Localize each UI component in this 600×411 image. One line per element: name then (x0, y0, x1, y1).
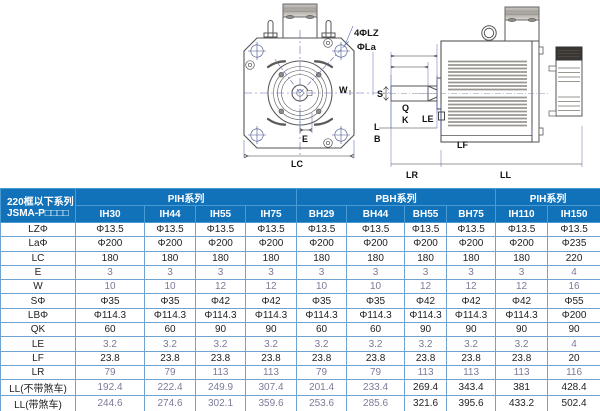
svg-text:LE: LE (422, 114, 434, 124)
svg-text:K: K (402, 115, 409, 125)
svg-text:ΦLa: ΦLa (357, 42, 377, 53)
svg-text:Q: Q (402, 103, 409, 113)
svg-text:W: W (339, 85, 348, 95)
svg-text:LR: LR (406, 170, 418, 180)
svg-text:L: L (374, 122, 380, 132)
svg-text:LF: LF (457, 140, 468, 150)
svg-text:B: B (374, 134, 381, 144)
svg-text:E: E (302, 134, 308, 144)
svg-text:LC: LC (291, 159, 303, 169)
svg-text:4ΦLZ: 4ΦLZ (354, 28, 379, 39)
svg-text:LL: LL (500, 170, 511, 180)
svg-text:S: S (377, 89, 383, 99)
